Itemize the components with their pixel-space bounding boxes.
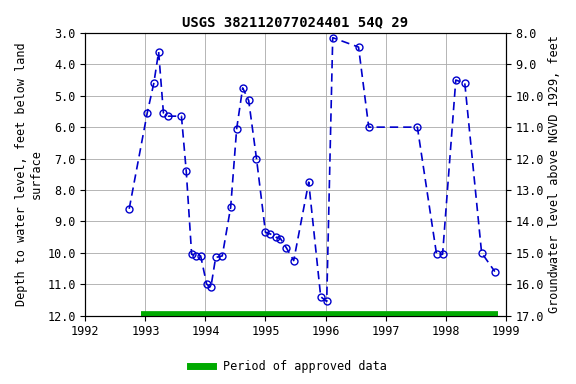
Legend: Period of approved data: Period of approved data <box>185 356 391 378</box>
Y-axis label: Depth to water level, feet below land
surface: Depth to water level, feet below land su… <box>15 43 43 306</box>
Y-axis label: Groundwater level above NGVD 1929, feet: Groundwater level above NGVD 1929, feet <box>548 35 561 313</box>
Title: USGS 382112077024401 54Q 29: USGS 382112077024401 54Q 29 <box>183 15 408 29</box>
